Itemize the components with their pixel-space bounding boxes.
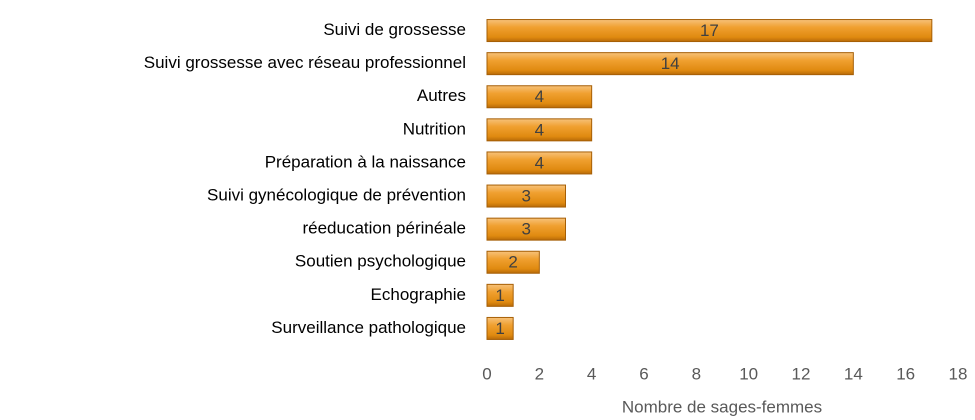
data-label: 1 [495, 319, 504, 338]
x-axis-title: Nombre de sages-femmes [622, 397, 822, 416]
bar [486, 217, 566, 241]
y-tick-label: Préparation à la naissance [265, 152, 466, 171]
x-tick-label: 10 [739, 364, 758, 383]
x-tick-label: 18 [949, 364, 968, 383]
y-tick-label: Suivi de grossesse [323, 20, 466, 39]
data-label: 1 [495, 286, 504, 305]
x-tick-label: 6 [639, 364, 648, 383]
y-tick-label: Echographie [371, 285, 466, 304]
bar [486, 283, 514, 307]
y-tick-label: Soutien psychologique [295, 252, 466, 271]
x-tick-label: 2 [535, 364, 544, 383]
y-tick-label: Surveillance pathologique [271, 318, 466, 337]
data-label: 2 [508, 253, 517, 272]
x-tick-label: 4 [587, 364, 596, 383]
y-tick-label: réeducation périnéale [302, 219, 466, 238]
y-tick-label: Autres [417, 86, 466, 105]
data-label: 17 [700, 21, 719, 40]
bar [486, 52, 854, 76]
data-label: 3 [522, 187, 531, 206]
x-tick-label: 14 [844, 364, 863, 383]
y-tick-label: Suivi grossesse avec réseau professionne… [144, 53, 466, 72]
x-tick-label: 8 [692, 364, 701, 383]
bar [486, 85, 593, 109]
y-tick-label: Suivi gynécologique de prévention [207, 186, 466, 205]
bar [486, 250, 540, 274]
bar [486, 316, 514, 340]
data-label: 4 [535, 153, 544, 172]
x-tick-label: 12 [792, 364, 811, 383]
bar [486, 151, 593, 175]
data-label: 4 [535, 120, 544, 139]
x-tick-label: 16 [896, 364, 915, 383]
bar [486, 118, 593, 142]
data-label: 4 [535, 87, 544, 106]
x-tick-label: 0 [482, 364, 491, 383]
data-label: 3 [522, 220, 531, 239]
data-label: 14 [661, 54, 680, 73]
bar [486, 19, 933, 43]
y-tick-label: Nutrition [403, 119, 466, 138]
bar [486, 184, 566, 208]
